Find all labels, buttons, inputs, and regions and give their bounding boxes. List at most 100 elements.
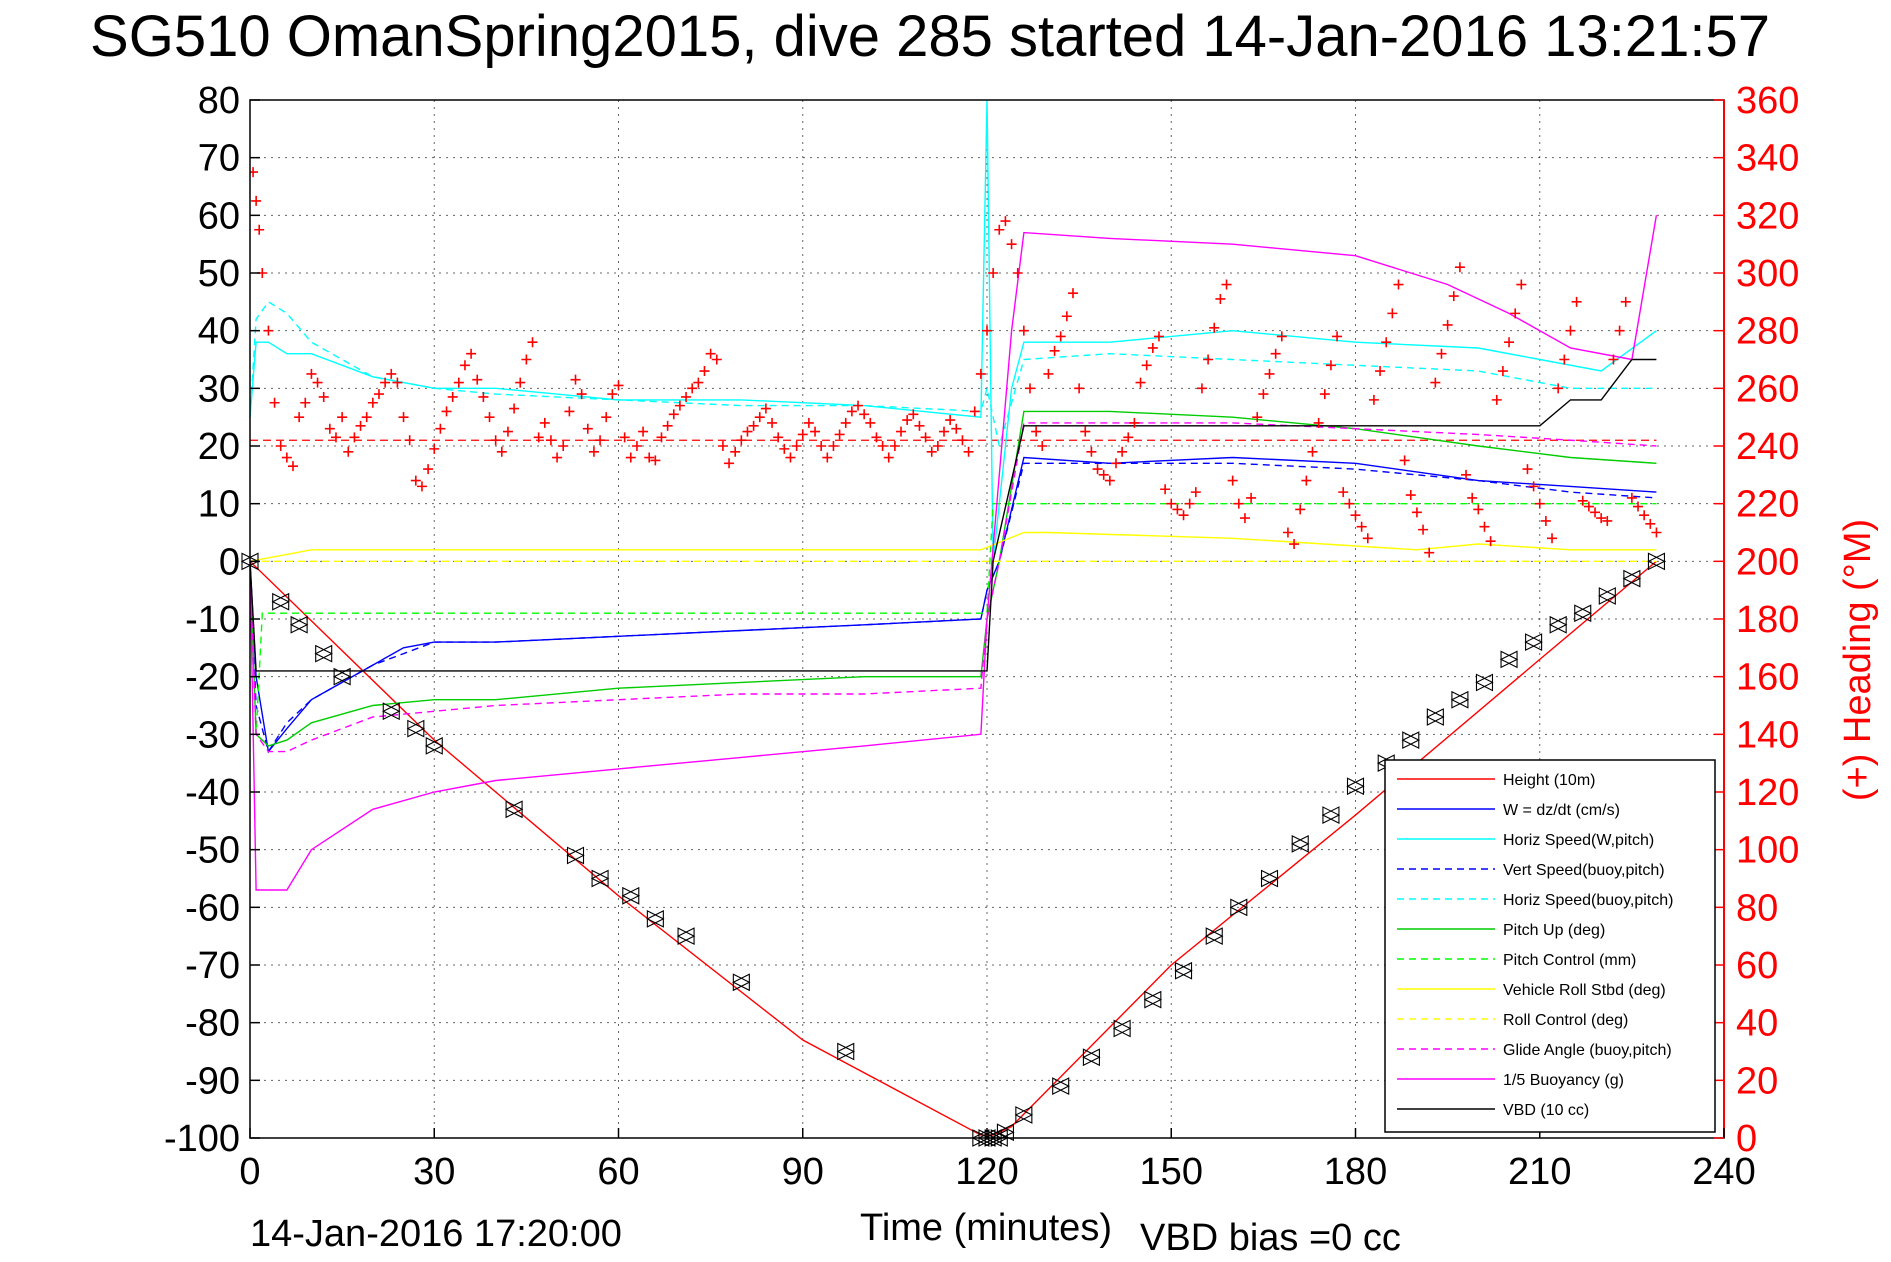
heading-point <box>1319 389 1330 400</box>
heading-point <box>478 391 489 402</box>
x-tick-label: 150 <box>1140 1151 1203 1193</box>
heading-point <box>662 420 673 431</box>
y-left-tick-label: 10 <box>198 484 240 526</box>
vbd-marker-left <box>332 667 351 686</box>
legend-label: Pitch Control (mm) <box>1503 952 1636 969</box>
heading-point <box>1461 469 1472 480</box>
heading-point <box>1602 515 1613 526</box>
vbd-marker-left <box>504 800 523 819</box>
x-tick-label: 0 <box>239 1151 260 1193</box>
heading-point <box>1583 501 1594 512</box>
x-tick-label: 240 <box>1692 1151 1755 1193</box>
heading-point <box>441 406 452 417</box>
heading-point <box>281 452 292 463</box>
heading-point <box>1024 383 1035 394</box>
heading-point <box>1258 389 1269 400</box>
heading-point <box>533 432 544 443</box>
heading-point <box>920 432 931 443</box>
y-right-tick-label: 360 <box>1736 80 1799 122</box>
heading-point <box>797 429 808 440</box>
legend-label: Vehicle Roll Stbd (deg) <box>1503 982 1666 999</box>
heading-point <box>1516 279 1527 290</box>
heading-point <box>1540 515 1551 526</box>
heading-point <box>803 417 814 428</box>
heading-point <box>1608 354 1619 365</box>
vbd-marker-left <box>425 736 443 755</box>
footer-timestamp: 14-Jan-2016 17:20:00 <box>250 1213 622 1255</box>
y-left-tick-label: 60 <box>198 195 240 237</box>
chart-title: SG510 OmanSpring2015, dive 285 started 1… <box>90 4 1770 69</box>
heading-point <box>773 432 784 443</box>
heading-point <box>1196 383 1207 394</box>
heading-point <box>791 441 802 451</box>
vbd-marker-left <box>566 846 585 865</box>
heading-point <box>324 423 335 434</box>
vbd-marker-left <box>1598 587 1616 605</box>
heading-point <box>509 403 520 414</box>
series-line-1-5-buoyancy-g <box>250 215 1658 891</box>
heading-point <box>926 446 937 457</box>
heading-point <box>1510 308 1521 319</box>
vbd-marker-left <box>1174 961 1193 980</box>
heading-point <box>601 412 612 423</box>
heading-point <box>1166 498 1177 509</box>
heading-point <box>373 389 384 400</box>
heading-point <box>1104 475 1115 486</box>
heading-point <box>1620 296 1631 307</box>
heading-point <box>914 420 925 431</box>
heading-point <box>1504 337 1515 348</box>
heading-point <box>810 426 821 437</box>
heading-point <box>1129 417 1140 428</box>
vbd-marker-left <box>1475 673 1494 692</box>
heading-point <box>1000 216 1011 227</box>
series-line-pitch-control-mm <box>250 503 1657 735</box>
heading-point <box>889 441 900 451</box>
heading-point <box>361 412 372 423</box>
vbd-marker-left <box>590 869 609 888</box>
vbd-marker-left <box>271 592 290 611</box>
heading-point <box>330 432 341 443</box>
heading-point <box>853 400 864 411</box>
heading-point <box>269 397 280 408</box>
heading-point <box>367 397 378 408</box>
heading-point <box>300 397 311 408</box>
heading-point <box>1362 533 1373 544</box>
heading-point <box>1448 291 1459 302</box>
y-left-tick-label: -70 <box>185 945 240 987</box>
heading-point <box>545 435 556 446</box>
heading-point <box>1626 492 1637 503</box>
heading-point <box>1178 510 1189 521</box>
heading-point <box>318 391 329 402</box>
y-right-tick-label: 300 <box>1736 253 1799 295</box>
legend-label: Height (10m) <box>1503 772 1595 789</box>
heading-point <box>558 441 569 451</box>
heading-point <box>521 354 532 365</box>
heading-point <box>1387 308 1398 319</box>
heading-point <box>595 435 606 446</box>
heading-point <box>816 441 827 451</box>
heading-point <box>1123 432 1134 443</box>
heading-point <box>1264 368 1275 379</box>
vbd-marker-left <box>382 702 400 721</box>
legend-label: VBD (10 cc) <box>1503 1102 1589 1119</box>
heading-point <box>392 377 403 388</box>
vbd-marker-left <box>1260 869 1279 888</box>
heading-point <box>343 446 354 457</box>
heading-point <box>656 432 667 443</box>
x-tick-label: 90 <box>782 1151 824 1193</box>
heading-point <box>742 426 753 437</box>
heading-point <box>1356 521 1367 532</box>
heading-point <box>423 464 434 475</box>
heading-point <box>668 409 679 420</box>
heading-point <box>754 412 765 423</box>
y-left-tick-label: -100 <box>164 1118 240 1160</box>
heading-point <box>1074 383 1085 394</box>
heading-point <box>969 406 980 417</box>
y-left-tick-label: -10 <box>185 599 240 641</box>
vbd-marker-left <box>406 719 425 738</box>
heading-point <box>988 268 999 278</box>
y-right-tick-label: 340 <box>1736 138 1799 180</box>
heading-point <box>1633 501 1644 512</box>
legend-label: Vert Speed(buoy,pitch) <box>1503 862 1665 879</box>
heading-point <box>429 443 440 454</box>
